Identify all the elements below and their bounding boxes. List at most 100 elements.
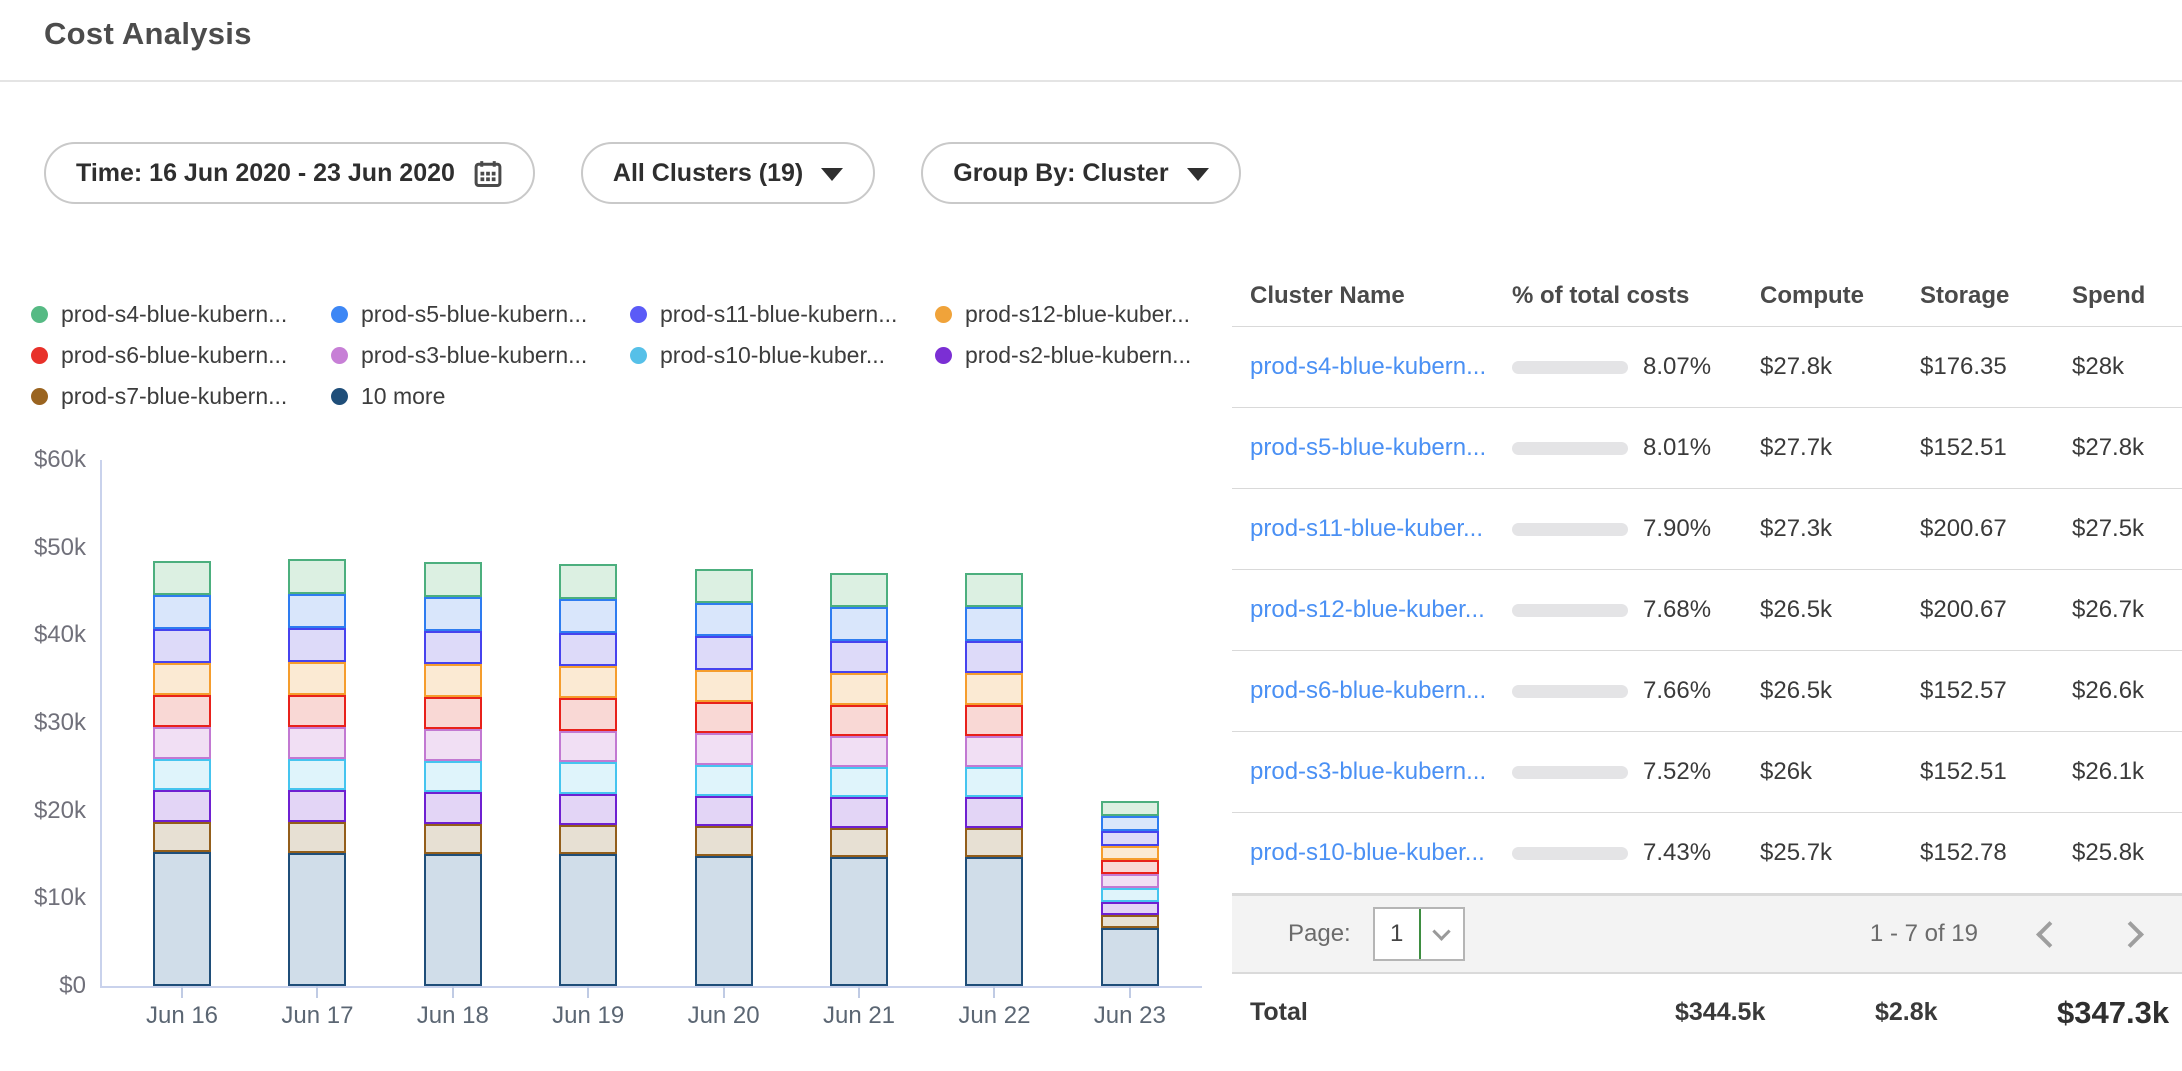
bar-segment[interactable]	[965, 573, 1023, 607]
stacked-bar[interactable]	[830, 573, 888, 986]
bar-segment[interactable]	[695, 636, 753, 669]
bar-segment[interactable]	[965, 705, 1023, 737]
bar-segment[interactable]	[965, 673, 1023, 705]
bar-segment[interactable]	[695, 796, 753, 827]
bar-segment[interactable]	[153, 790, 211, 822]
cluster-name-link[interactable]: prod-s12-blue-kuber...	[1250, 596, 1512, 624]
bar-segment[interactable]	[695, 856, 753, 986]
bar-segment[interactable]	[1101, 902, 1159, 915]
bar-segment[interactable]	[965, 797, 1023, 828]
bar-segment[interactable]	[559, 633, 617, 666]
bar-segment[interactable]	[965, 641, 1023, 673]
legend-item[interactable]: prod-s7-blue-kubern...	[31, 382, 331, 410]
bar-segment[interactable]	[153, 727, 211, 759]
bar-segment[interactable]	[1101, 888, 1159, 902]
bar-segment[interactable]	[559, 854, 617, 986]
cluster-name-link[interactable]: prod-s11-blue-kuber...	[1250, 515, 1512, 543]
bar-segment[interactable]	[153, 695, 211, 727]
bar-segment[interactable]	[559, 599, 617, 633]
bar-segment[interactable]	[559, 762, 617, 794]
group-by-filter[interactable]: Group By: Cluster	[921, 142, 1240, 204]
bar-segment[interactable]	[559, 666, 617, 698]
bar-segment[interactable]	[830, 736, 888, 767]
chevron-right-icon[interactable]	[2117, 921, 2144, 948]
bar-segment[interactable]	[1101, 874, 1159, 888]
time-range-filter[interactable]: Time: 16 Jun 2020 - 23 Jun 2020	[44, 142, 535, 204]
bar-segment[interactable]	[695, 603, 753, 636]
legend-item[interactable]: prod-s2-blue-kubern...	[935, 341, 1232, 369]
cluster-name-link[interactable]: prod-s5-blue-kubern...	[1250, 434, 1512, 462]
bar-segment[interactable]	[424, 664, 482, 696]
bar-segment[interactable]	[830, 705, 888, 737]
bar-segment[interactable]	[153, 822, 211, 852]
bar-segment[interactable]	[559, 564, 617, 598]
bar-segment[interactable]	[965, 857, 1023, 986]
bar-segment[interactable]	[559, 794, 617, 825]
bar-segment[interactable]	[424, 854, 482, 986]
bar-segment[interactable]	[288, 759, 346, 791]
bar-segment[interactable]	[424, 562, 482, 597]
bar-segment[interactable]	[695, 733, 753, 765]
bar-segment[interactable]	[153, 629, 211, 662]
cluster-name-link[interactable]: prod-s6-blue-kubern...	[1250, 677, 1512, 705]
cluster-name-link[interactable]: prod-s4-blue-kubern...	[1250, 353, 1512, 381]
bar-segment[interactable]	[153, 759, 211, 791]
bar-segment[interactable]	[288, 822, 346, 853]
bar-segment[interactable]	[1101, 801, 1159, 816]
bar-segment[interactable]	[965, 607, 1023, 640]
bar-segment[interactable]	[559, 698, 617, 730]
stacked-bar[interactable]	[424, 562, 482, 986]
bar-segment[interactable]	[1101, 860, 1159, 874]
bar-segment[interactable]	[965, 828, 1023, 857]
cluster-name-link[interactable]: prod-s10-blue-kuber...	[1250, 839, 1512, 867]
bar-segment[interactable]	[965, 736, 1023, 767]
bar-segment[interactable]	[424, 697, 482, 729]
stacked-bar[interactable]	[695, 569, 753, 986]
bar-segment[interactable]	[153, 852, 211, 986]
legend-item[interactable]: prod-s4-blue-kubern...	[31, 300, 331, 328]
bar-segment[interactable]	[424, 631, 482, 664]
stacked-bar[interactable]	[1101, 801, 1159, 986]
stacked-bar[interactable]	[288, 559, 346, 986]
clusters-filter[interactable]: All Clusters (19)	[581, 142, 875, 204]
bar-segment[interactable]	[1101, 831, 1159, 846]
legend-item[interactable]: 10 more	[331, 382, 630, 410]
bar-segment[interactable]	[288, 695, 346, 727]
bar-segment[interactable]	[695, 702, 753, 734]
bar-segment[interactable]	[559, 825, 617, 855]
bar-segment[interactable]	[153, 561, 211, 595]
bar-segment[interactable]	[288, 853, 346, 986]
bar-segment[interactable]	[1101, 846, 1159, 860]
bar-segment[interactable]	[695, 670, 753, 702]
stacked-bar[interactable]	[965, 573, 1023, 986]
bar-segment[interactable]	[830, 857, 888, 986]
bar-segment[interactable]	[830, 641, 888, 673]
bar-segment[interactable]	[695, 765, 753, 796]
legend-item[interactable]: prod-s6-blue-kubern...	[31, 341, 331, 369]
bar-segment[interactable]	[830, 797, 888, 828]
bar-segment[interactable]	[424, 761, 482, 793]
bar-segment[interactable]	[424, 824, 482, 854]
chevron-left-icon[interactable]	[2036, 921, 2063, 948]
bar-segment[interactable]	[424, 729, 482, 761]
bar-segment[interactable]	[1101, 816, 1159, 831]
stacked-bar[interactable]	[153, 561, 211, 986]
bar-segment[interactable]	[830, 573, 888, 607]
bar-segment[interactable]	[830, 828, 888, 857]
bar-segment[interactable]	[288, 559, 346, 594]
legend-item[interactable]: prod-s12-blue-kuber...	[935, 300, 1232, 328]
bar-segment[interactable]	[288, 790, 346, 822]
stacked-bar[interactable]	[559, 564, 617, 986]
bar-segment[interactable]	[288, 628, 346, 661]
bar-segment[interactable]	[288, 727, 346, 759]
bar-segment[interactable]	[695, 826, 753, 856]
bar-segment[interactable]	[965, 767, 1023, 798]
bar-segment[interactable]	[695, 569, 753, 603]
bar-segment[interactable]	[288, 662, 346, 695]
bar-segment[interactable]	[1101, 928, 1159, 986]
legend-item[interactable]: prod-s3-blue-kubern...	[331, 341, 630, 369]
page-select[interactable]: 1	[1373, 907, 1465, 961]
bar-segment[interactable]	[1101, 915, 1159, 928]
bar-segment[interactable]	[830, 673, 888, 705]
cluster-name-link[interactable]: prod-s3-blue-kubern...	[1250, 758, 1512, 786]
